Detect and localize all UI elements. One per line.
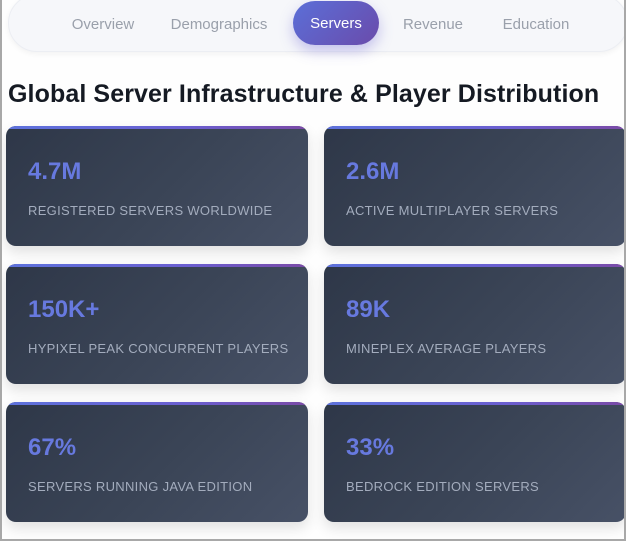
stat-card-active-servers: 2.6M ACTIVE MULTIPLAYER SERVERS	[324, 126, 624, 246]
stat-value: 2.6M	[346, 158, 400, 185]
stat-label: SERVERS RUNNING JAVA EDITION	[28, 479, 253, 494]
stat-label: HYPIXEL PEAK CONCURRENT PLAYERS	[28, 341, 289, 356]
stat-value: 33%	[346, 434, 395, 461]
page-title: Global Server Infrastructure & Player Di…	[8, 80, 600, 108]
tab-revenue[interactable]: Revenue	[402, 15, 464, 33]
tab-bar: Overview Demographics Servers Revenue Ed…	[8, 0, 624, 52]
tab-servers[interactable]: Servers	[293, 1, 379, 45]
stat-card-bedrock-edition: 33% BEDROCK EDITION SERVERS	[324, 402, 624, 522]
tab-overview[interactable]: Overview	[71, 15, 135, 33]
stat-label: BEDROCK EDITION SERVERS	[346, 479, 540, 494]
stat-value: 67%	[28, 434, 77, 461]
stat-card-registered-servers: 4.7M REGISTERED SERVERS WORLDWIDE	[6, 126, 308, 246]
stat-label: ACTIVE MULTIPLAYER SERVERS	[346, 203, 559, 218]
stat-label: MINEPLEX AVERAGE PLAYERS	[346, 341, 547, 356]
stat-card-hypixel-peak: 150K+ HYPIXEL PEAK CONCURRENT PLAYERS	[6, 264, 308, 384]
stat-card-mineplex-average: 89K MINEPLEX AVERAGE PLAYERS	[324, 264, 624, 384]
stat-value: 89K	[346, 296, 391, 323]
tab-education[interactable]: Education	[502, 15, 570, 33]
tab-demographics[interactable]: Demographics	[170, 15, 268, 33]
stat-label: REGISTERED SERVERS WORLDWIDE	[28, 203, 273, 218]
stat-value: 150K+	[28, 296, 100, 323]
stat-value: 4.7M	[28, 158, 82, 185]
stat-card-java-edition: 67% SERVERS RUNNING JAVA EDITION	[6, 402, 308, 522]
